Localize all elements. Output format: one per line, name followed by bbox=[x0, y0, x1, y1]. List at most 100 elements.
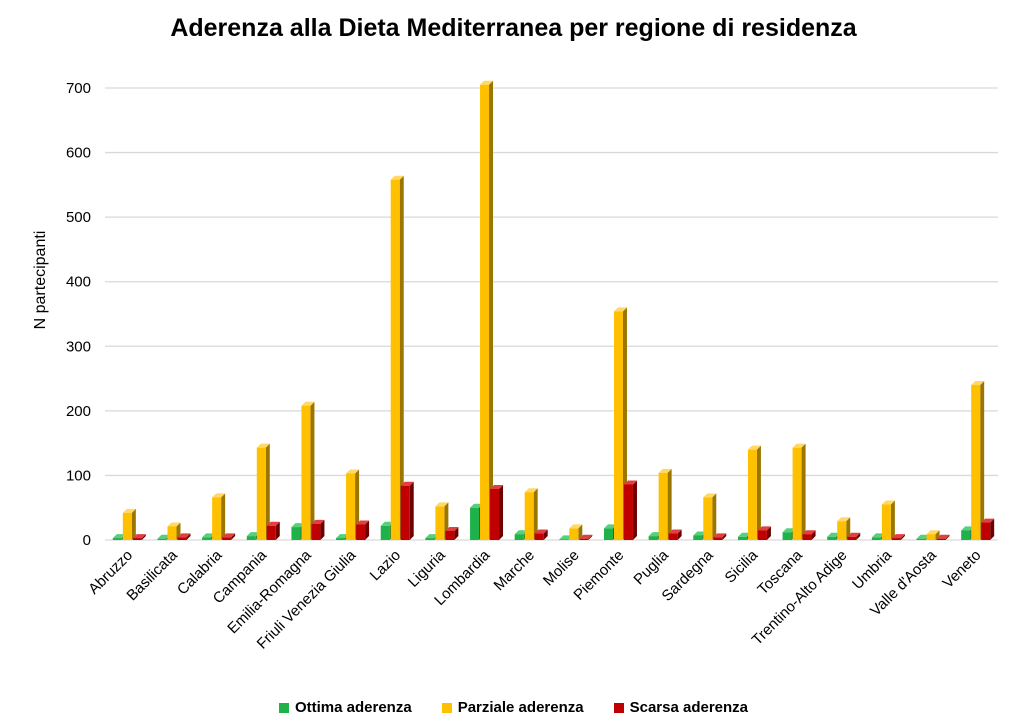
bar-side bbox=[756, 445, 761, 540]
bar-top bbox=[291, 523, 305, 528]
bar bbox=[445, 530, 455, 540]
bar bbox=[490, 488, 500, 540]
x-tick-label: Liguria bbox=[405, 546, 449, 590]
bar bbox=[534, 533, 544, 540]
bar-side bbox=[990, 518, 995, 540]
bar-top bbox=[256, 443, 270, 448]
bar bbox=[757, 530, 767, 540]
bar bbox=[658, 472, 668, 540]
bar bbox=[222, 537, 232, 540]
bar bbox=[167, 526, 177, 540]
x-tick-label: Molise bbox=[540, 547, 583, 590]
legend-item: Parziale aderenza bbox=[441, 699, 584, 716]
bar bbox=[346, 473, 356, 540]
bar bbox=[648, 536, 658, 540]
x-tick-label: Lazio bbox=[367, 547, 404, 584]
bar-top bbox=[569, 524, 583, 529]
legend-label: Scarsa aderenza bbox=[629, 699, 749, 716]
bar-top bbox=[112, 534, 126, 539]
bar-side bbox=[900, 534, 905, 540]
bar-side bbox=[667, 468, 672, 540]
bar bbox=[202, 537, 212, 540]
bar-top bbox=[356, 520, 370, 525]
bar bbox=[916, 538, 926, 540]
bar-side bbox=[275, 521, 280, 540]
bar-side bbox=[533, 488, 538, 540]
bar-side bbox=[712, 493, 717, 540]
bar-side bbox=[890, 500, 895, 540]
bar-top bbox=[470, 503, 484, 508]
bar-side bbox=[980, 381, 985, 540]
bar bbox=[792, 447, 802, 540]
bar bbox=[613, 311, 623, 540]
bar-top bbox=[782, 528, 796, 533]
bar-top bbox=[524, 488, 538, 493]
bar-top bbox=[916, 534, 930, 539]
bar-side bbox=[945, 534, 950, 540]
bar-top bbox=[246, 532, 260, 537]
bar-side bbox=[935, 530, 940, 540]
bar-top bbox=[881, 500, 895, 505]
bar-top bbox=[703, 493, 717, 498]
bar bbox=[400, 485, 410, 540]
bar-top bbox=[837, 517, 851, 522]
bar-top bbox=[425, 534, 439, 539]
bar-top bbox=[132, 534, 146, 539]
bar-top bbox=[301, 401, 315, 406]
bar-side bbox=[355, 469, 360, 540]
bar-side bbox=[265, 443, 270, 540]
x-tick-label: Veneto bbox=[939, 547, 984, 592]
bar-side bbox=[409, 481, 414, 540]
bar-top bbox=[202, 533, 216, 538]
bar-side bbox=[141, 534, 146, 540]
bar-top bbox=[926, 530, 940, 535]
y-tick-label: 0 bbox=[83, 532, 91, 549]
x-tick-label: Marche bbox=[491, 547, 538, 594]
bar-top bbox=[346, 469, 360, 474]
bar bbox=[747, 449, 757, 540]
y-tick-label: 300 bbox=[66, 338, 91, 355]
bar-side bbox=[846, 517, 851, 540]
bar-top bbox=[534, 529, 548, 534]
bar-side bbox=[856, 532, 861, 540]
bar-top bbox=[623, 480, 637, 485]
bar bbox=[301, 405, 311, 540]
y-tick-label: 100 bbox=[66, 467, 91, 484]
bar bbox=[514, 534, 524, 540]
bar-side bbox=[801, 443, 806, 540]
bar bbox=[802, 534, 812, 540]
bar bbox=[926, 534, 936, 540]
bar-side bbox=[588, 534, 593, 540]
bar-top bbox=[961, 526, 975, 531]
bar bbox=[847, 536, 857, 540]
bar bbox=[782, 532, 792, 540]
bar-top bbox=[157, 534, 171, 539]
bar-top bbox=[490, 484, 504, 489]
bar bbox=[246, 536, 256, 540]
bar-top bbox=[266, 521, 280, 526]
bar-side bbox=[320, 519, 325, 540]
chart-title: Aderenza alla Dieta Mediterranea per reg… bbox=[170, 14, 857, 42]
bar-top bbox=[792, 443, 806, 448]
bar-side bbox=[722, 533, 727, 540]
legend-label: Ottima aderenza bbox=[294, 699, 412, 716]
bar-side bbox=[543, 529, 548, 540]
bar-top bbox=[122, 508, 136, 513]
bar-top bbox=[936, 534, 950, 539]
bar-side bbox=[811, 530, 816, 540]
bar-top bbox=[668, 529, 682, 534]
legend-item: Ottima aderenza bbox=[278, 699, 412, 716]
bar bbox=[336, 538, 346, 540]
bar bbox=[291, 527, 301, 540]
bar-top bbox=[713, 533, 727, 538]
bar-top bbox=[613, 307, 627, 312]
bar-side bbox=[677, 529, 682, 540]
bar bbox=[132, 538, 142, 540]
bar-top bbox=[514, 530, 528, 535]
bar-side bbox=[231, 533, 236, 540]
bar bbox=[256, 447, 266, 540]
bar bbox=[827, 536, 837, 540]
bar bbox=[623, 484, 633, 540]
bar-top bbox=[212, 493, 226, 498]
legend-swatch bbox=[613, 702, 624, 713]
